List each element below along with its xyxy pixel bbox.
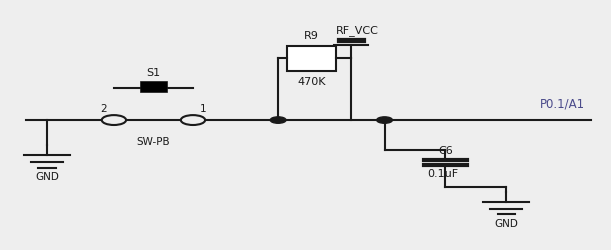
Text: 470K: 470K bbox=[298, 77, 326, 87]
Text: R9: R9 bbox=[304, 31, 319, 41]
Circle shape bbox=[376, 117, 392, 123]
Text: S1: S1 bbox=[147, 68, 161, 78]
Circle shape bbox=[181, 115, 205, 125]
Text: P0.1/A1: P0.1/A1 bbox=[540, 97, 585, 110]
Circle shape bbox=[102, 115, 126, 125]
Text: 2: 2 bbox=[100, 104, 106, 114]
Text: 1: 1 bbox=[200, 104, 207, 114]
Text: RF_VCC: RF_VCC bbox=[336, 24, 379, 36]
Text: GND: GND bbox=[35, 172, 59, 182]
Text: GND: GND bbox=[494, 220, 518, 230]
Bar bbox=[287, 46, 336, 70]
Text: C6: C6 bbox=[438, 146, 453, 156]
Bar bbox=[140, 81, 167, 92]
Text: SW-PB: SW-PB bbox=[137, 137, 170, 147]
Text: 0.1uF: 0.1uF bbox=[427, 169, 458, 179]
Circle shape bbox=[270, 117, 286, 123]
